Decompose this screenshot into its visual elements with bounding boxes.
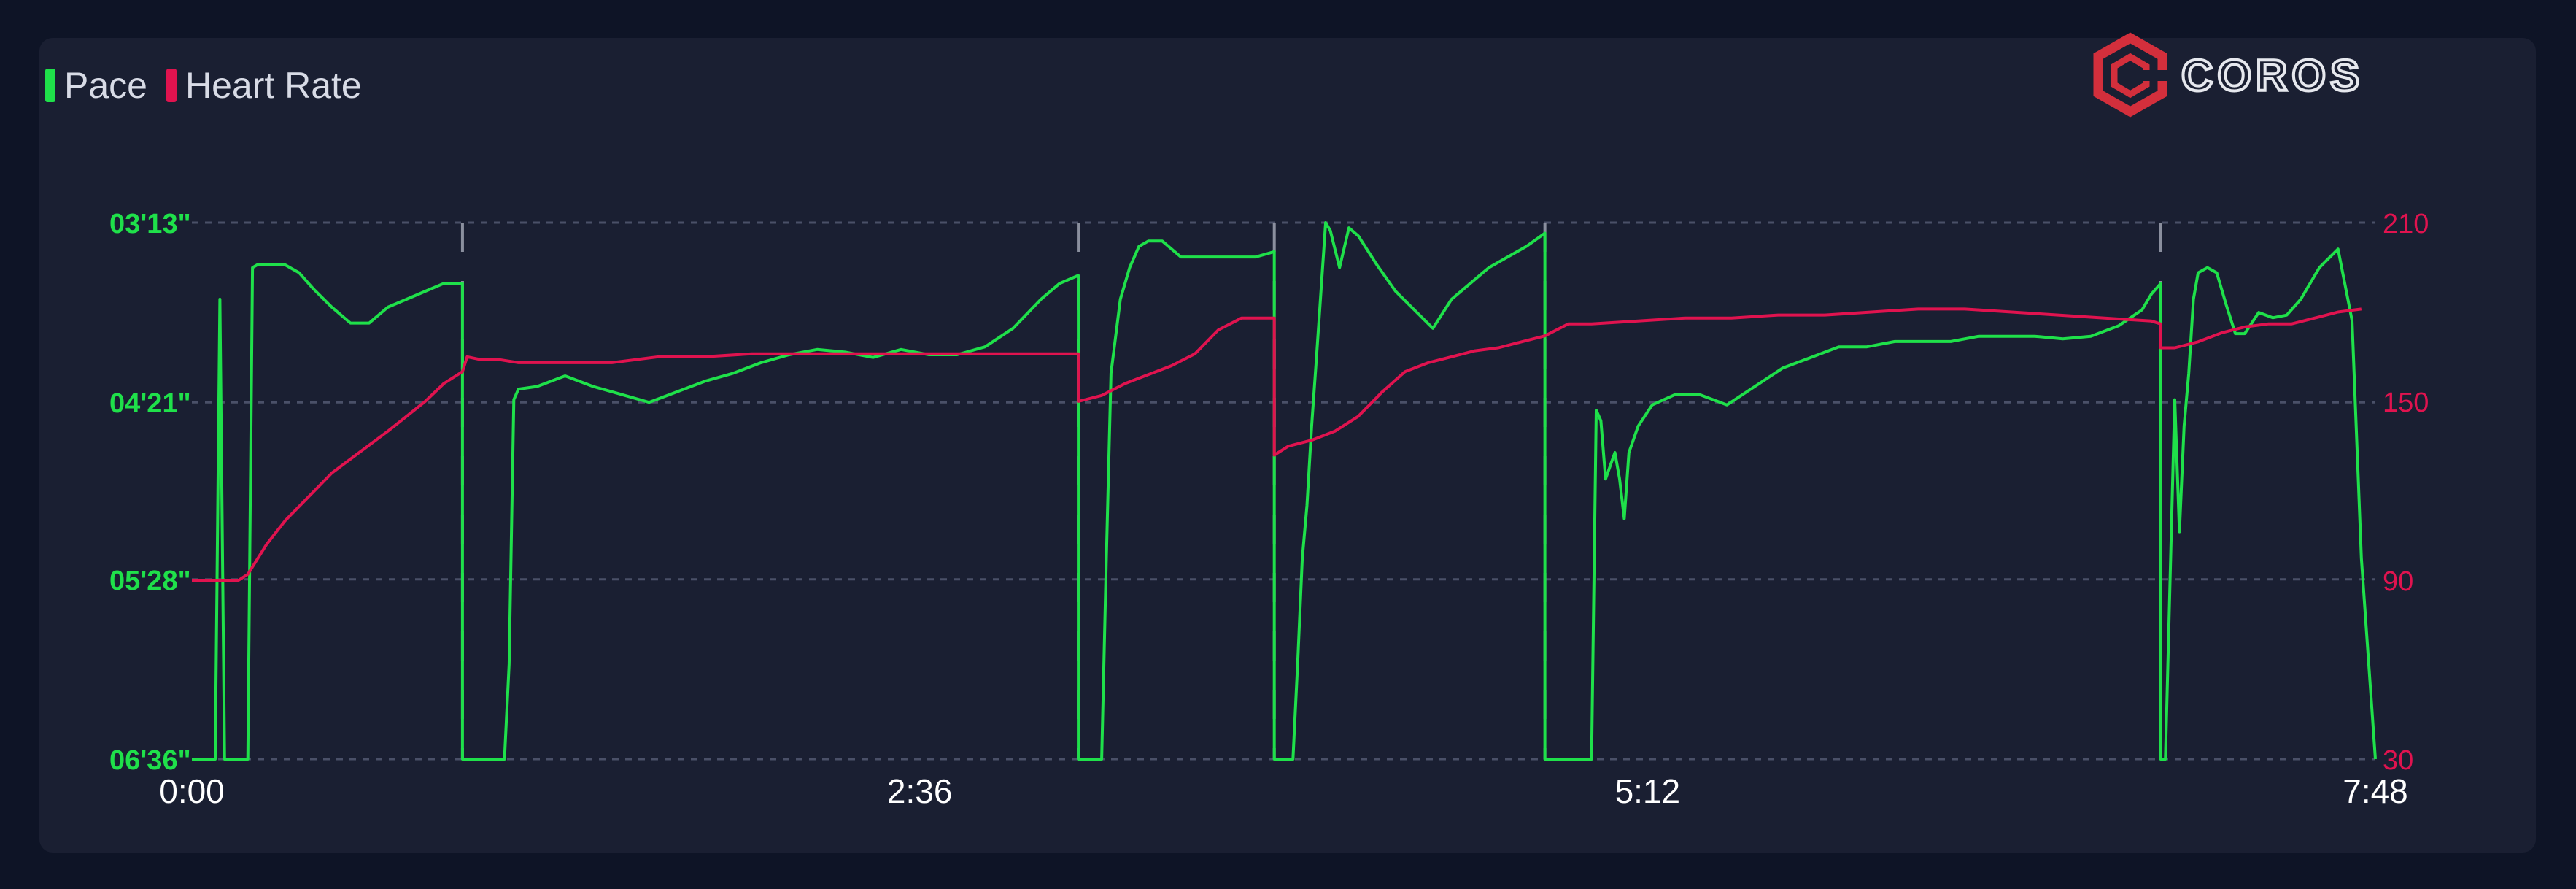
pace-legend-swatch (45, 69, 55, 102)
heart-rate-series-line (192, 307, 2362, 582)
heart-rate-tick-label-0: 210 (2383, 209, 2429, 239)
coros-logo: COROS (2093, 32, 2364, 118)
chart-legend: Pace Heart Rate (45, 64, 381, 107)
legend-item-heart-rate[interactable]: Heart Rate (166, 64, 362, 107)
heart-rate-legend-label: Heart Rate (185, 65, 362, 106)
coros-hexagon-logo-icon (2093, 32, 2168, 118)
pace-legend-label: Pace (64, 65, 147, 106)
x-tick-label-2: 5:12 (1615, 772, 1681, 810)
coros-logo-text: COROS (2181, 51, 2364, 100)
pace-tick-label-0: 03'13" (109, 209, 191, 239)
x-tick-label-0: 0:00 (159, 772, 225, 810)
heart-rate-tick-label-1: 150 (2383, 388, 2429, 418)
pace-tick-label-2: 05'28" (109, 566, 191, 596)
x-tick-label-1: 2:36 (887, 772, 953, 810)
pace-tick-label-1: 04'21" (109, 388, 191, 419)
heart-rate-legend-swatch (166, 69, 177, 102)
legend-item-pace[interactable]: Pace (45, 64, 147, 107)
pace-series-line (192, 221, 2377, 761)
pace-tick-label-3: 06'36" (109, 745, 191, 776)
heart-rate-tick-label-3: 30 (2383, 745, 2413, 776)
x-tick-label-3: 7:48 (2343, 772, 2408, 810)
heart-rate-tick-label-2: 90 (2383, 566, 2413, 597)
